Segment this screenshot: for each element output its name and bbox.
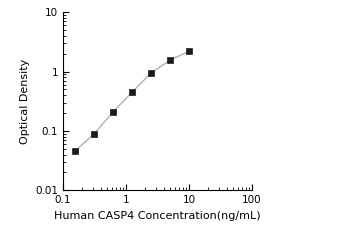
- Y-axis label: Optical Density: Optical Density: [20, 59, 30, 144]
- X-axis label: Human CASP4 Concentration(ng/mL): Human CASP4 Concentration(ng/mL): [54, 211, 261, 221]
